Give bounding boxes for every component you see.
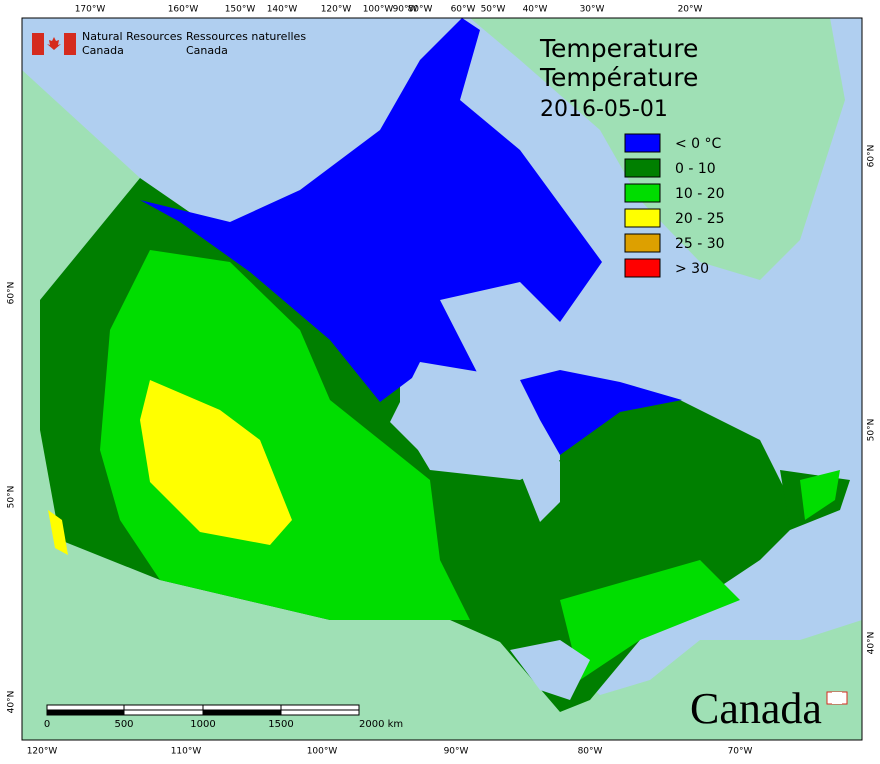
region [48, 510, 68, 555]
graticule-label: 20°W [678, 5, 703, 15]
graticule-label: 30°W [580, 5, 605, 15]
graticule-label: 80°W [578, 747, 603, 757]
graticule-label: 40°N [7, 691, 17, 714]
graticule-label: 40°N [867, 632, 877, 655]
legend-swatch [624, 133, 661, 153]
agency: Ressources naturelles [186, 30, 306, 43]
scale-segment [46, 704, 125, 711]
legend-label: 10 - 20 [675, 186, 725, 202]
legend-label: 20 - 25 [675, 211, 725, 227]
agency: Canada [82, 44, 124, 57]
scale-segment [46, 709, 125, 716]
region [560, 560, 740, 680]
graticule-label: 90°W [444, 747, 469, 757]
scale-segment [280, 709, 360, 716]
legend-swatch [624, 183, 661, 203]
title: Température [539, 63, 698, 92]
scale-label: 1500 [268, 719, 293, 730]
region [100, 250, 470, 620]
agency: Canada [186, 44, 228, 57]
scale-label: 0 [44, 719, 50, 730]
legend-swatch [624, 208, 661, 228]
region [140, 380, 292, 545]
scale-label: 2000 km [359, 719, 403, 730]
region [520, 370, 682, 455]
legend-label: 25 - 30 [675, 236, 725, 252]
scale-segment [123, 709, 204, 716]
maple-leaf [47, 37, 61, 50]
legend-swatch [624, 233, 661, 253]
map-frame [21, 17, 863, 741]
graticule-label: 120°W [27, 747, 58, 757]
flag-right [64, 33, 76, 55]
graticule-label: 140°W [267, 5, 298, 15]
graticule-label: 80°W [408, 5, 433, 15]
date: 2016-05-01 [540, 97, 668, 122]
wordmark: Canada [690, 684, 822, 733]
flag-left [32, 33, 44, 55]
legend-label: > 30 [675, 261, 709, 277]
graticule-label: 160°W [168, 5, 199, 15]
legend-swatch [624, 158, 661, 178]
title: Temperature [539, 34, 698, 63]
scale-segment [280, 704, 360, 711]
graticule-label: 100°W [363, 5, 394, 15]
scale-segment [202, 704, 282, 711]
graticule-label: 110°W [171, 747, 202, 757]
graticule-label: 150°W [225, 5, 256, 15]
legend-label: < 0 °C [675, 136, 722, 152]
legend-label: 0 - 10 [675, 161, 716, 177]
alaska [22, 70, 140, 300]
great-lakes [510, 640, 590, 700]
region [140, 18, 602, 402]
graticule-label: 70°W [728, 747, 753, 757]
graticule-label: 120°W [321, 5, 352, 15]
hudson-bay [390, 362, 560, 522]
scale-segment [202, 709, 282, 716]
graticule-label: 60°N [867, 145, 877, 168]
region [800, 470, 840, 520]
graticule-label: 60°N [7, 282, 17, 305]
scale-label: 1000 [190, 719, 215, 730]
agency: Natural Resources [82, 30, 183, 43]
graticule-label: 90°W [393, 5, 418, 15]
graticule-label: 60°W [451, 5, 476, 15]
legend-swatch [624, 258, 661, 278]
scale-segment [123, 704, 204, 711]
graticule-label: 40°W [523, 5, 548, 15]
usa [22, 300, 862, 740]
graticule-label: 50°W [481, 5, 506, 15]
graticule-label: 50°N [867, 419, 877, 442]
scale-label: 500 [114, 719, 133, 730]
graticule-label: 170°W [75, 5, 106, 15]
graticule-label: 50°N [7, 486, 17, 509]
graticule-label: 100°W [307, 747, 338, 757]
wordmark-flag-center [832, 692, 842, 704]
